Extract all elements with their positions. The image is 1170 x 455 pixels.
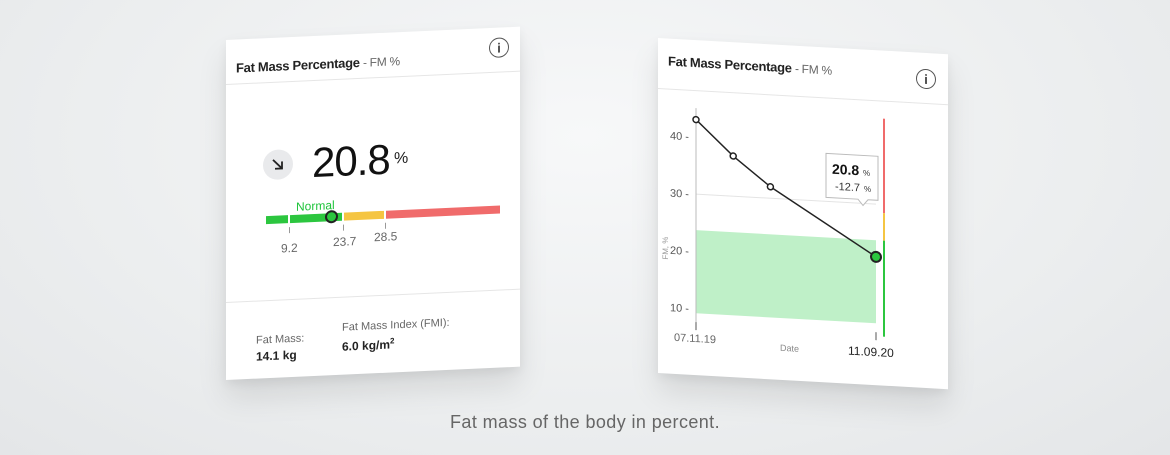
x-end-label: 11.09.20 [848, 344, 894, 361]
threshold-tick [343, 224, 344, 231]
current-value-marker [325, 209, 338, 224]
y-tick-label: 20 - [670, 245, 689, 258]
x-start-label: 07.11.19 [674, 332, 716, 346]
y-tick-label: 30 - [670, 188, 689, 201]
card-divider [226, 288, 520, 303]
data-point[interactable] [766, 183, 775, 191]
y-axis-label: FM, % [661, 236, 670, 260]
threshold-label-high: 28.5 [374, 229, 398, 245]
normal-range-band [696, 230, 876, 324]
fat-mass-history-card: Fat Mass Percentage - FM % 10 - 20 - 30 - 4… [658, 38, 948, 390]
card-title-text: Fat Mass Percentage [668, 53, 792, 76]
card-title-text: Fat Mass Percentage [236, 54, 360, 76]
gridline [696, 193, 876, 205]
fat-mass-value: 20.8 [312, 135, 390, 187]
range-segment-high [344, 210, 384, 221]
info-icon[interactable] [916, 68, 936, 90]
card-header: Fat Mass Percentage - FM % [226, 26, 520, 86]
card-subtitle: - FM % [794, 61, 832, 78]
threshold-label-low: 9.2 [281, 240, 298, 256]
tooltip-unit: % [863, 168, 870, 177]
fm-history-chart[interactable]: 10 - 20 - 30 - 40 - FM, % 07.11.19 11.09.20… [658, 88, 948, 389]
fm-series-line [695, 119, 877, 258]
fmi-unit-superscript: 2 [390, 336, 395, 346]
fat-mass-summary-card: Fat Mass Percentage - FM % 20.8 % Normal… [226, 26, 520, 381]
threshold-label-mid: 23.7 [333, 234, 357, 250]
tooltip-change: -12.7 [835, 181, 860, 194]
y-tick-label: 10 - [670, 302, 689, 315]
fat-mass-label: Fat Mass: [256, 332, 305, 347]
fmi-value: 6.0 kg/m2 [342, 336, 394, 353]
y-tick-label: 40 - [670, 130, 689, 143]
card-subtitle: - FM % [362, 54, 400, 70]
data-point[interactable] [870, 250, 882, 263]
value-tooltip: 20.8 % -12.7 % [825, 152, 879, 207]
tooltip-change-unit: % [864, 185, 871, 194]
data-point[interactable] [729, 152, 737, 160]
card-title: Fat Mass Percentage - FM % [668, 54, 832, 78]
range-segment-low [266, 215, 288, 225]
page-caption: Fat mass of the body in percent. [450, 412, 720, 432]
range-segment-very-high [386, 205, 500, 219]
tooltip-value: 20.8 [832, 161, 859, 179]
x-axis-label: Date [780, 343, 799, 354]
info-icon[interactable] [489, 37, 509, 59]
tooltip-box [825, 152, 879, 207]
fat-mass-kg-value: 14.1 kg [256, 347, 297, 364]
data-point[interactable] [692, 115, 700, 124]
card-title: Fat Mass Percentage - FM % [236, 53, 400, 75]
fat-mass-unit: % [394, 149, 409, 168]
threshold-tick [385, 222, 386, 229]
fmi-label: Fat Mass Index (FMI): [342, 316, 450, 334]
threshold-tick [289, 227, 290, 234]
fmi-value-text: 6.0 kg/m [342, 337, 391, 354]
arrow-down-right-icon [263, 148, 293, 181]
